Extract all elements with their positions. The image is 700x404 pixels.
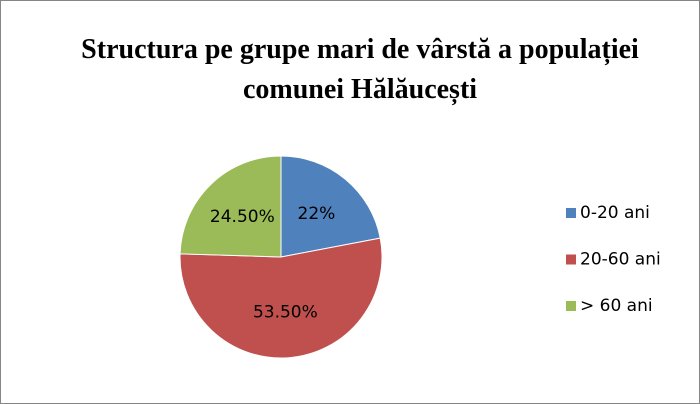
pie-slice xyxy=(179,237,383,359)
legend-swatch xyxy=(566,208,576,218)
pie-slice xyxy=(280,155,381,258)
pie-slice xyxy=(179,155,282,258)
chart-title: Structura pe grupe mari de vârstă a popu… xyxy=(81,34,639,105)
data-label: 22% xyxy=(298,204,336,224)
data-label: 24.50% xyxy=(210,207,275,227)
legend-swatch xyxy=(566,301,576,311)
legend-label: > 60 ani xyxy=(580,296,653,316)
legend-label: 20-60 ani xyxy=(580,250,661,270)
data-label: 53.50% xyxy=(253,302,318,322)
legend-label: 0-20 ani xyxy=(580,203,650,223)
legend-swatch xyxy=(566,254,576,265)
